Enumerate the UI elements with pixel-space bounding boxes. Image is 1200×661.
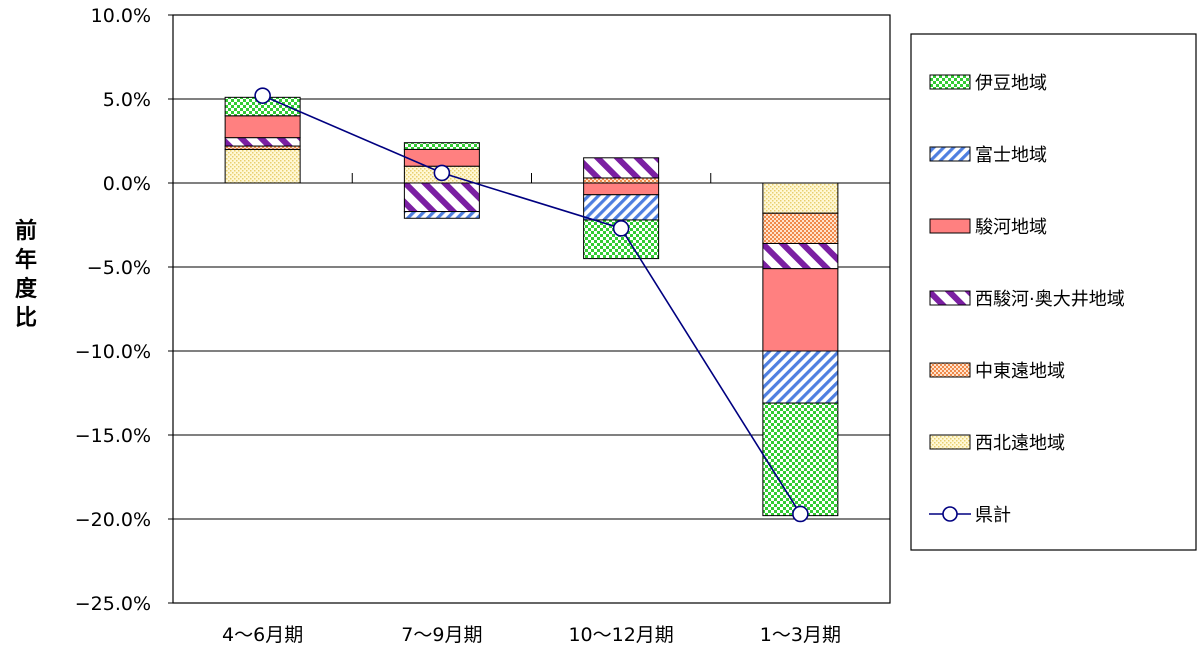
total-line bbox=[254, 87, 809, 523]
legend-swatch bbox=[929, 362, 971, 378]
x-tick-label: 4〜6月期 bbox=[222, 624, 303, 646]
bar-segment bbox=[762, 268, 839, 352]
y-tick-label: 10.0% bbox=[91, 5, 151, 27]
bar-segment bbox=[224, 115, 301, 139]
y-tick-label: 0.0% bbox=[103, 173, 151, 195]
bar-segment bbox=[762, 242, 839, 270]
legend-swatch bbox=[929, 434, 971, 450]
y-tick-label: −5.0% bbox=[87, 257, 151, 279]
y-tick-label: 5.0% bbox=[103, 89, 151, 111]
bar-segment bbox=[403, 142, 480, 150]
y-tick-label: −20.0% bbox=[75, 509, 151, 531]
x-tick-label: 10〜12月期 bbox=[568, 624, 673, 646]
legend-swatch bbox=[929, 74, 971, 90]
legend-label: 中東遠地域 bbox=[975, 361, 1065, 382]
bar-segment bbox=[762, 350, 839, 404]
bar-segment bbox=[762, 182, 839, 214]
legend-label: 西駿河·奥大井地域 bbox=[975, 289, 1125, 310]
legend-label: 西北遠地域 bbox=[975, 433, 1065, 454]
legend-label: 富士地域 bbox=[975, 145, 1047, 166]
y-axis: 10.0% 5.0% 0.0% −5.0% −10.0% −15.0% −20.0% −25.… bbox=[75, 5, 173, 615]
bar-segment bbox=[762, 402, 839, 517]
legend-label: 県計 bbox=[975, 505, 1011, 526]
legend-label: 伊豆地域 bbox=[975, 73, 1047, 94]
bar-segment bbox=[583, 177, 660, 184]
bar-segment bbox=[403, 182, 480, 213]
y-tick-label: −10.0% bbox=[75, 341, 151, 363]
bar-segment bbox=[224, 148, 301, 184]
x-tick-label: 1〜3月期 bbox=[760, 624, 841, 646]
bar-segment bbox=[583, 157, 660, 179]
x-axis: 4〜6月期 7〜9月期 10〜12月期 1〜3月期 bbox=[222, 173, 841, 646]
legend-swatch bbox=[929, 290, 971, 306]
bar-segment bbox=[583, 194, 660, 221]
line-series bbox=[262, 94, 802, 515]
bar-segment bbox=[403, 148, 480, 167]
legend-swatch bbox=[929, 146, 971, 162]
y-tick-label: −25.0% bbox=[75, 593, 151, 615]
y-tick-label: −15.0% bbox=[75, 425, 151, 447]
bar-segment bbox=[583, 182, 660, 196]
legend-swatch bbox=[929, 218, 971, 234]
legend-marker bbox=[942, 506, 958, 522]
x-tick-label: 7〜9月期 bbox=[401, 624, 482, 646]
bar-segment bbox=[224, 137, 301, 147]
line-point bbox=[792, 505, 809, 523]
bar-segment bbox=[224, 145, 301, 150]
bars bbox=[224, 96, 839, 517]
legend-label: 駿河地域 bbox=[975, 217, 1047, 238]
line-point bbox=[254, 87, 271, 104]
bar-segment bbox=[762, 212, 839, 244]
y-axis-label: 前年度比 bbox=[15, 218, 38, 331]
bar-segment bbox=[403, 211, 480, 219]
line-point bbox=[612, 220, 630, 237]
line-point bbox=[433, 164, 451, 182]
